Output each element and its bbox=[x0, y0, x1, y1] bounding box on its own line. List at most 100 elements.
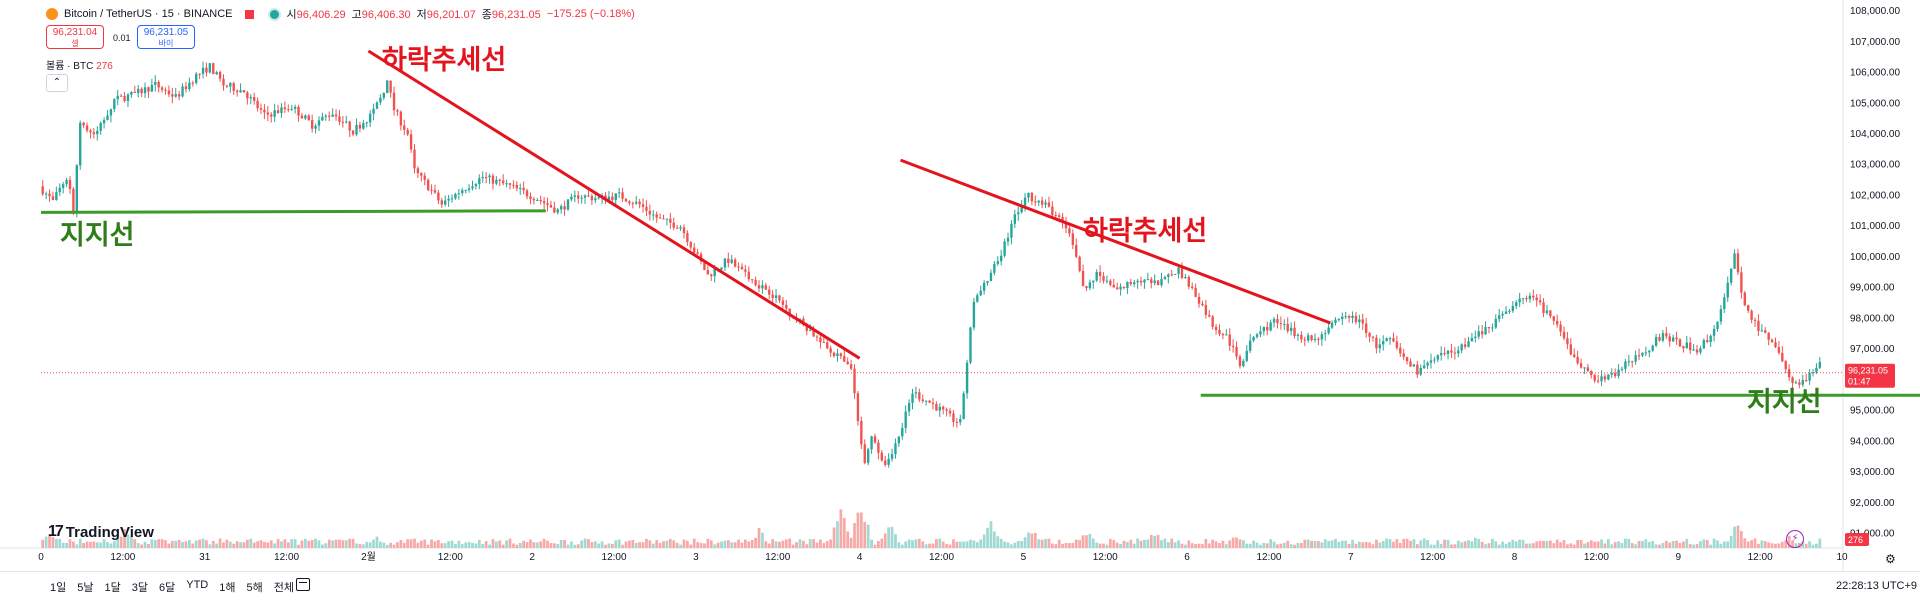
range-button[interactable]: 1일 bbox=[50, 582, 67, 594]
range-button[interactable]: 5해 bbox=[246, 582, 263, 594]
candle-body bbox=[955, 421, 959, 423]
volume-bar bbox=[1085, 535, 1088, 548]
volume-bar bbox=[1153, 536, 1157, 548]
sell-button[interactable]: 96,231.04 셀 bbox=[46, 25, 104, 49]
volume-bar bbox=[239, 542, 242, 548]
volume-bar bbox=[791, 544, 795, 548]
candle-body bbox=[1573, 354, 1576, 357]
volume-bar bbox=[1412, 539, 1416, 548]
calendar-icon[interactable] bbox=[296, 578, 310, 591]
range-button[interactable]: 1해 bbox=[219, 582, 236, 594]
price-chart[interactable]: 108,000.00 107,000.00 106,000.00 105,000.00… bbox=[0, 0, 1920, 571]
volume-bar bbox=[914, 539, 918, 548]
candle-body bbox=[675, 227, 679, 229]
volume-bar bbox=[297, 544, 300, 548]
candle-body bbox=[1658, 337, 1661, 341]
volume-bar bbox=[900, 544, 904, 548]
candle-body bbox=[1654, 337, 1658, 346]
volume-bar bbox=[955, 541, 959, 548]
candle-body bbox=[1276, 318, 1279, 324]
range-button[interactable]: 1달 bbox=[104, 582, 121, 594]
candle-body bbox=[1463, 344, 1467, 347]
range-button[interactable]: 3달 bbox=[131, 582, 148, 594]
volume-bar bbox=[1675, 540, 1678, 548]
range-button[interactable]: YTD bbox=[186, 579, 209, 591]
volume-bar bbox=[402, 542, 406, 548]
candle-body bbox=[641, 204, 645, 207]
volume-bar bbox=[593, 541, 597, 548]
volume-value: 276 bbox=[96, 61, 113, 72]
candle-body bbox=[72, 188, 75, 212]
volume-bar bbox=[1306, 539, 1310, 548]
volume-bar bbox=[1269, 539, 1273, 548]
bitcoin-logo-icon bbox=[46, 8, 58, 20]
candle-body bbox=[191, 82, 194, 84]
volume-bar bbox=[1074, 539, 1078, 548]
clock[interactable]: 22:28:13 UTC+9 bbox=[1836, 580, 1918, 592]
candle-body bbox=[1255, 334, 1259, 337]
volume-bar bbox=[351, 538, 355, 548]
time-tick-label: 12:00 bbox=[602, 552, 627, 563]
price-tick-label: 91,000.00 bbox=[1850, 528, 1895, 539]
volume-bar bbox=[338, 539, 341, 548]
candle-body bbox=[880, 452, 884, 461]
buy-button[interactable]: 96,231.05 바이 bbox=[137, 25, 195, 49]
candle-body bbox=[1150, 279, 1153, 284]
volume-bar bbox=[866, 524, 870, 548]
volume-bar bbox=[334, 539, 338, 548]
volume-bar bbox=[1392, 541, 1395, 548]
candle-body bbox=[652, 214, 655, 216]
volume-bar bbox=[836, 521, 839, 548]
volume-bar bbox=[1716, 540, 1719, 548]
volume-bar bbox=[1456, 540, 1460, 548]
tradingview-logo[interactable]: 17 TradingView bbox=[48, 523, 154, 541]
candle-body bbox=[1405, 357, 1409, 362]
candle-body bbox=[566, 199, 570, 210]
market-status-icon[interactable] bbox=[267, 7, 281, 21]
candle-body bbox=[1262, 326, 1266, 332]
volume-bar bbox=[1368, 542, 1371, 548]
gear-icon[interactable]: ⚙ bbox=[1885, 552, 1896, 566]
candle-body bbox=[113, 99, 116, 110]
candle-body bbox=[1225, 334, 1228, 336]
candle-body bbox=[549, 204, 553, 208]
high-label: 고 bbox=[351, 9, 362, 21]
downtrend-line[interactable] bbox=[900, 158, 1331, 325]
volume-bar bbox=[85, 541, 89, 548]
current-price-text: 96,231.05 bbox=[1848, 366, 1888, 376]
symbol-title[interactable]: Bitcoin / TetherUS · 15 · BINANCE bbox=[64, 8, 233, 20]
candle-body bbox=[1692, 349, 1695, 351]
candle-body bbox=[1266, 326, 1269, 331]
candle-body bbox=[1156, 280, 1160, 286]
volume-bar bbox=[1091, 538, 1095, 548]
candle-body bbox=[259, 108, 263, 110]
candle-body bbox=[1740, 272, 1743, 293]
support-line[interactable] bbox=[40, 209, 546, 214]
range-button[interactable]: 6달 bbox=[159, 582, 176, 594]
downtrend-line[interactable] bbox=[367, 49, 861, 360]
volume-bar bbox=[1559, 542, 1562, 548]
volume-bar bbox=[518, 542, 522, 548]
candle-body bbox=[1532, 295, 1535, 298]
lightning-icon[interactable]: ⚡ bbox=[1786, 530, 1804, 548]
candle-body bbox=[1092, 280, 1095, 283]
range-button[interactable]: 5날 bbox=[77, 582, 94, 594]
volume-bar bbox=[665, 540, 669, 548]
candle-body bbox=[1811, 372, 1815, 374]
range-button[interactable]: 전체 bbox=[273, 582, 294, 594]
collapse-legend-button[interactable]: ⌃ bbox=[46, 74, 68, 92]
flag-icon[interactable] bbox=[244, 9, 254, 19]
candle-body bbox=[150, 84, 154, 92]
volume-bar bbox=[385, 544, 389, 548]
volume-bar bbox=[1293, 544, 1296, 548]
volume-bar bbox=[614, 540, 618, 548]
candle-body bbox=[894, 443, 897, 455]
candle-body bbox=[1600, 376, 1603, 382]
candle-body bbox=[1143, 279, 1146, 283]
volume-bar bbox=[1415, 544, 1419, 548]
volume-bar bbox=[348, 538, 352, 548]
candle-body bbox=[969, 327, 972, 363]
volume-legend[interactable]: 볼륨 · BTC 276 bbox=[46, 57, 113, 72]
candle-body bbox=[225, 85, 229, 87]
